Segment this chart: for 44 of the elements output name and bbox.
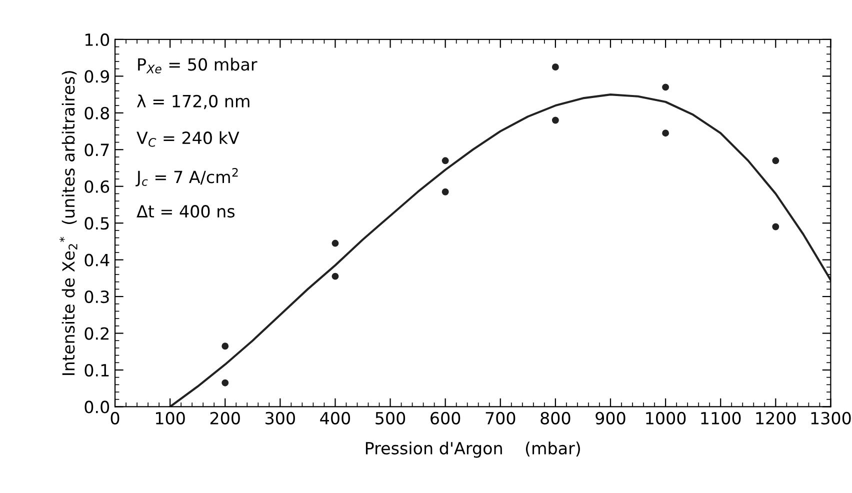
point	[222, 379, 229, 386]
point	[552, 64, 559, 70]
y-tick-label: 0.6	[84, 180, 110, 193]
annotation: λ = 172,0 nm	[136, 94, 250, 110]
annotation: V$_{C}$ = 240 kV	[136, 131, 240, 147]
x-tick-label: 1100	[701, 412, 741, 424]
x-tick-label: 1000	[646, 412, 686, 424]
x-tick-label: 800	[540, 412, 570, 424]
annotation: Δt = 400 ns	[136, 205, 235, 218]
x-tick-label: 300	[266, 412, 295, 424]
point	[442, 188, 449, 196]
point	[552, 116, 559, 124]
point	[662, 130, 670, 137]
x-tick-label: 700	[486, 412, 516, 424]
x-tick-label: 100	[156, 412, 185, 424]
x-axis-title: Pression d'Argon (mbar)	[366, 442, 580, 458]
y-tick-label: 0.0	[84, 400, 110, 414]
x-tick-label: 1300	[811, 412, 851, 424]
x-tick-label: 900	[596, 412, 626, 424]
x-tick-label: 0	[110, 412, 120, 424]
x-tick-label: 600	[430, 412, 460, 424]
annotation: P$_{Xe}$ = 50 mbar	[138, 58, 258, 74]
y-tick-label: 0.4	[84, 254, 110, 266]
point	[662, 84, 670, 91]
y-tick-label: 0.8	[84, 106, 110, 120]
x-tick-label: 400	[320, 412, 350, 424]
x-tick-label: 1200	[756, 412, 796, 424]
x-tick-label: 500	[376, 412, 406, 424]
y-tick-label: 0.3	[84, 290, 109, 304]
x-tick-label: 200	[210, 412, 240, 424]
y-tick-label: 0.9	[84, 70, 109, 83]
point	[222, 342, 229, 350]
point	[772, 157, 780, 164]
y-axis-title: Intensite de Xe$_{2}$$^{*}$ (unites arbitraires)	[59, 71, 78, 375]
point	[332, 272, 339, 280]
y-tick-label: 0.5	[84, 217, 109, 230]
y-tick-label: 0.2	[84, 327, 108, 340]
point	[772, 223, 780, 230]
point	[442, 157, 449, 164]
y-tick-label: 1.0	[85, 33, 110, 46]
annotation: J$_{c}$ = 7 A/cm$^{2}$	[136, 168, 238, 186]
y-tick-label: 0.7	[84, 144, 109, 156]
y-tick-label: 0.1	[84, 364, 109, 377]
point	[332, 240, 339, 247]
